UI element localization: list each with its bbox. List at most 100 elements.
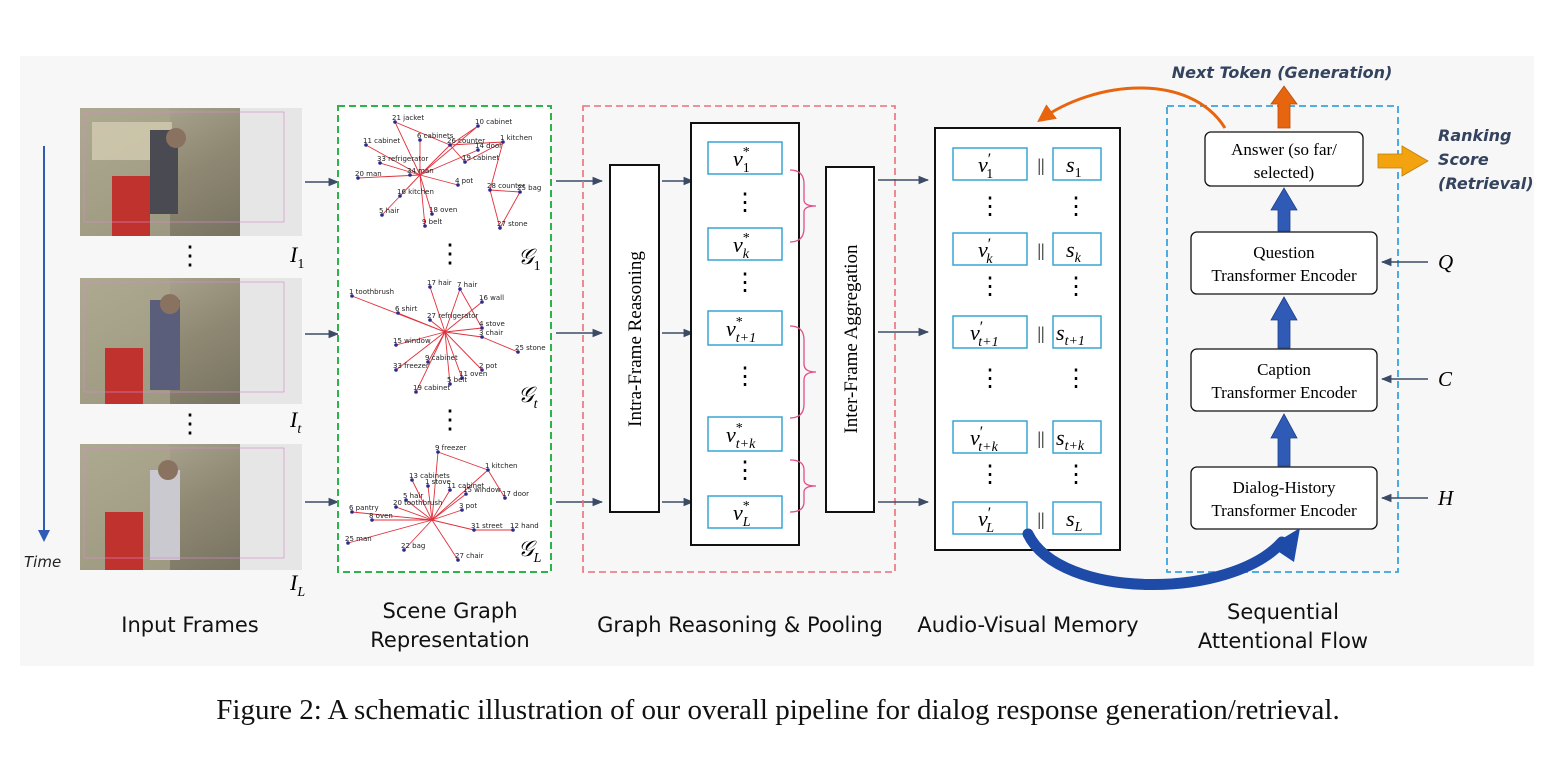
graph-node-label: 6 shirt (395, 305, 418, 313)
svg-text:||: || (1037, 509, 1044, 529)
graph-node (394, 343, 398, 347)
node-dots-4: ⋮ (733, 458, 757, 484)
graph-edge (419, 149, 479, 176)
graph-node-label: 12 hand (510, 522, 539, 530)
graph-edge (489, 141, 504, 191)
graph-node-label: 9 freezer (435, 444, 466, 452)
frame-t (80, 278, 302, 404)
ranking-label-line2: Score (1438, 150, 1489, 169)
graph-edge (347, 519, 433, 544)
graph-node (356, 176, 360, 180)
graph-node-label: 25 man (345, 535, 372, 543)
svg-text:Answer (so far/: Answer (so far/ (1231, 140, 1337, 159)
graph-node (423, 224, 427, 228)
inter-frame-label: Inter-Frame Aggregation (841, 244, 862, 434)
scene-graph-panel (337, 105, 552, 573)
graph-edge (429, 319, 446, 333)
graph-edge (481, 336, 519, 353)
graph-node-label: 20 man (355, 170, 382, 178)
inter-frame-box (825, 166, 875, 513)
svg-text:v′t+1: v′ t+1 (970, 319, 999, 350)
graph-node-label: 34 man (407, 167, 434, 175)
memory-title: Audio-Visual Memory (917, 613, 1138, 637)
svg-text:I1: I1 (289, 242, 304, 272)
graph-edge (444, 288, 461, 333)
graph-edge (415, 331, 446, 393)
graph-reasoning-panel (582, 105, 896, 573)
graph-node (393, 120, 397, 124)
graph-node (394, 368, 398, 372)
graph-node (426, 484, 430, 488)
graph-node (456, 558, 460, 562)
graph-node-label: 13 cabinets (409, 472, 450, 480)
caption-encoder-box: Caption Transformer Encoder (1190, 348, 1378, 412)
answer-feedback-arrow (1037, 86, 1227, 129)
graph-node (460, 376, 464, 380)
frame-label-1: I1 (289, 242, 304, 272)
graph-edge (444, 301, 483, 333)
graph-label-L: 𝒢L (518, 536, 542, 566)
frame-label-t: It (289, 407, 302, 437)
svg-text:v*L: v* L (733, 499, 751, 530)
diagram-canvas: Time ⋮ ⋮ I1 It IL Input Frame (24, 63, 1534, 653)
graph-edge (419, 174, 426, 227)
graph-node-label: 5 hair (379, 207, 399, 215)
svg-text:v′L: v′ L (978, 505, 994, 536)
graph-node (480, 300, 484, 304)
memory-to-history-arrowhead (1270, 528, 1300, 562)
graph-edge (431, 489, 451, 521)
graph-node (486, 468, 490, 472)
graph-node-label: 6 pantry (349, 504, 379, 512)
graph-node-label: 2 pot (479, 362, 497, 370)
graph-node (503, 496, 507, 500)
graph-node (456, 183, 460, 187)
svg-text:||: || (1037, 240, 1044, 260)
svg-text:st+k: st+k (1056, 425, 1085, 454)
graph-node (516, 350, 520, 354)
graph-edge (405, 499, 433, 521)
svg-text:v*1: v* 1 (733, 145, 750, 176)
graph-node-label: 27 refrigerator (427, 312, 478, 320)
graph-node (346, 541, 350, 545)
graph-edge (394, 121, 451, 146)
graph-node (370, 518, 374, 522)
graph-node (408, 173, 412, 177)
svg-text:Transformer Encoder: Transformer Encoder (1211, 266, 1357, 285)
memory-dots-s4: ⋮ (1064, 462, 1088, 488)
svg-text:||: || (1037, 323, 1044, 343)
svg-text:Dialog-History: Dialog-History (1233, 478, 1336, 497)
node-dots-3: ⋮ (733, 364, 757, 390)
node-v1: v* 1 (707, 141, 783, 176)
graph-node (511, 528, 515, 532)
svg-text:Transformer Encoder: Transformer Encoder (1211, 501, 1357, 520)
graph-node (430, 212, 434, 216)
graph-node-label: 27 chair (455, 552, 484, 560)
graph-node (378, 161, 382, 165)
scene-graph-t: 17 hair 7 hair 1 toothbrush 16 wall 6 shirt 2… (349, 279, 546, 394)
graph-edge (489, 189, 521, 193)
attentional-flow-title-line2: Attentional Flow (1198, 629, 1368, 653)
graph-node-label: 16 wall (479, 294, 504, 302)
graph-reasoning-title: Graph Reasoning & Pooling (597, 613, 883, 637)
graph-node (404, 498, 408, 502)
graph-node (458, 287, 462, 291)
graph-node-label: 33 freezer (393, 362, 429, 370)
memory-dots-v4: ⋮ (978, 462, 1002, 488)
graph-node-label: 18 oven (429, 206, 457, 214)
graph-node (426, 360, 430, 364)
graph-node-label: 14 door (475, 142, 502, 150)
svg-text:v′k: v′ k (978, 236, 993, 267)
graph-node-label: 4 stove (479, 320, 505, 328)
graph-node-label: 22 bag (401, 542, 425, 550)
memory-row-1: v′ 1 || s1 (952, 147, 1102, 182)
ranking-label-line1: Ranking (1438, 126, 1511, 145)
graph-edge (419, 125, 479, 176)
graph-node (472, 528, 476, 532)
graph-node-label: 28 counter (487, 182, 525, 190)
graph-node (501, 140, 505, 144)
graph-node (480, 368, 484, 372)
graph-node (428, 285, 432, 289)
graph-node (448, 488, 452, 492)
graph-node (460, 508, 464, 512)
